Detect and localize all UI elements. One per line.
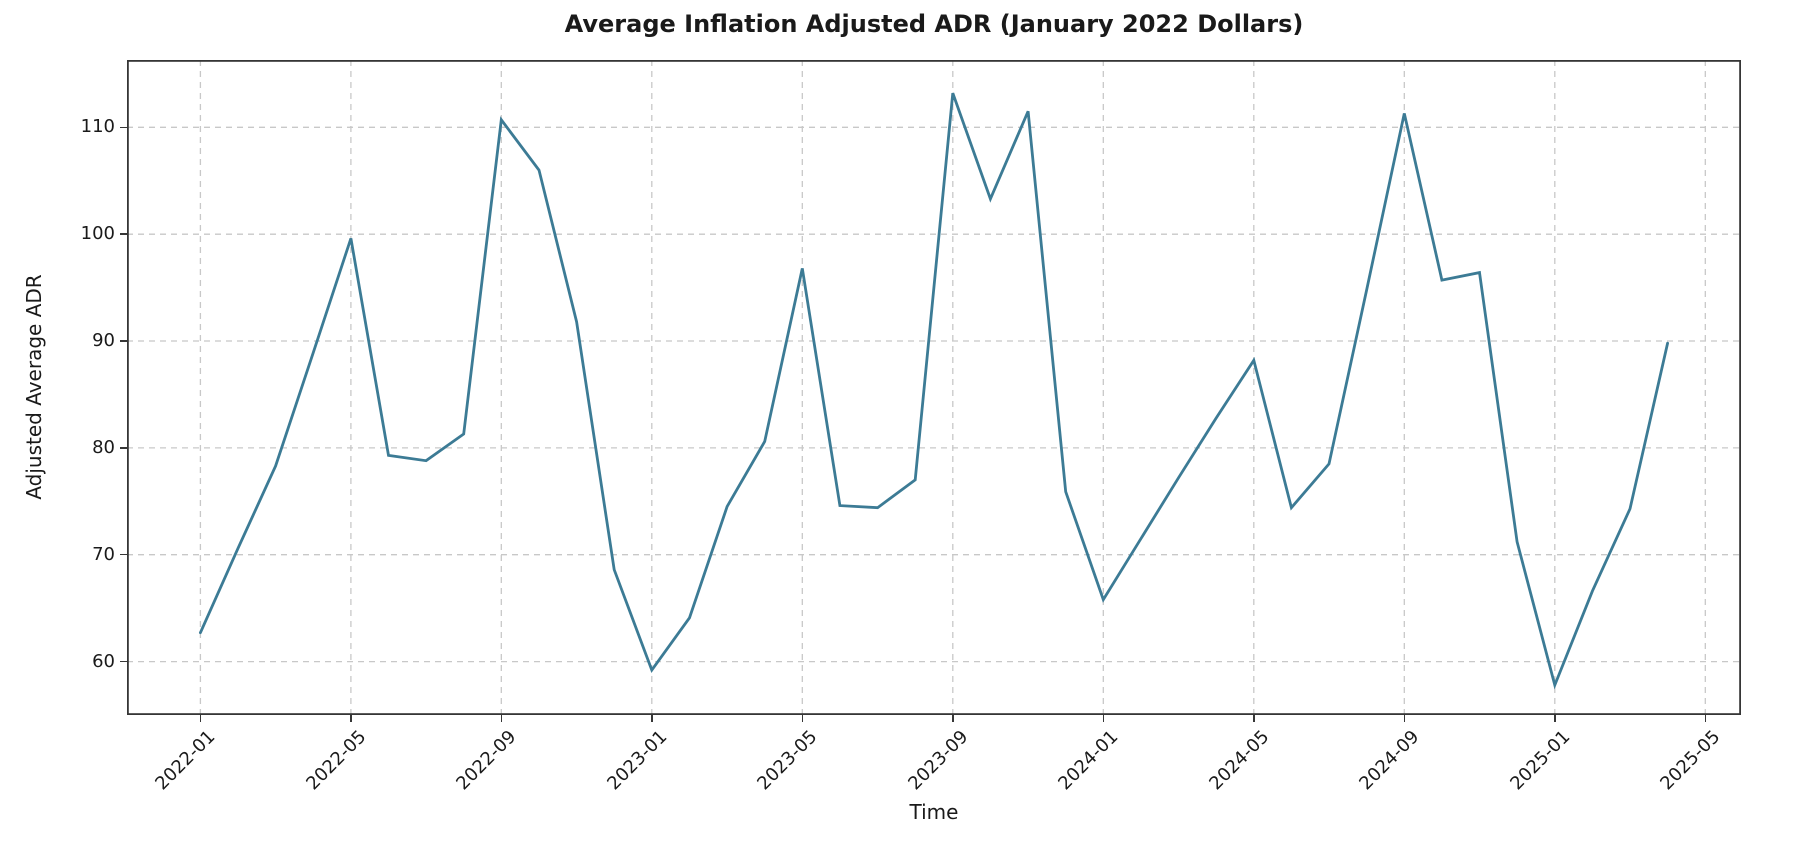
chart-title: Average Inflation Adjusted ADR (January … <box>564 10 1304 38</box>
x-tick-mark <box>500 715 503 722</box>
y-tick-label: 80 <box>92 436 115 458</box>
x-tick-mark <box>1403 715 1406 722</box>
y-tick-label: 70 <box>92 543 115 565</box>
y-tick-label: 60 <box>92 650 115 672</box>
x-tick-mark <box>350 715 352 722</box>
y-axis-label: Adjusted Average ADR <box>22 274 46 500</box>
x-tick-label: 2023-09 <box>903 726 972 795</box>
y-tick-mark <box>120 233 127 235</box>
y-tick-mark <box>120 553 127 556</box>
x-tick-mark <box>1554 715 1556 722</box>
adr-line-series <box>199 92 1669 690</box>
x-tick-mark <box>801 715 804 722</box>
y-tick-mark <box>120 126 127 129</box>
x-tick-label: 2022-05 <box>301 726 371 795</box>
x-tick-label: 2022-01 <box>151 726 220 795</box>
x-tick-label: 2024-09 <box>1355 726 1424 795</box>
x-tick-mark <box>1253 715 1255 722</box>
x-tick-mark <box>199 715 202 722</box>
x-tick-mark <box>651 715 653 722</box>
x-tick-label: 2022-09 <box>452 726 521 795</box>
plot-canvas <box>127 60 1741 715</box>
plot-area <box>127 60 1741 715</box>
y-tick-label: 100 <box>80 223 115 245</box>
x-tick-label: 2024-05 <box>1204 726 1273 795</box>
y-tick-label: 90 <box>92 330 115 352</box>
x-axis-label: Time <box>909 800 959 824</box>
x-tick-label: 2025-01 <box>1505 726 1574 795</box>
x-tick-label: 2024-01 <box>1054 726 1123 795</box>
x-tick-label: 2025-05 <box>1656 726 1725 795</box>
y-tick-mark <box>120 340 127 342</box>
y-tick-mark <box>120 447 127 449</box>
x-tick-mark <box>1704 715 1706 722</box>
y-tick-label: 110 <box>80 116 115 138</box>
x-tick-label: 2023-01 <box>602 726 671 795</box>
x-tick-label: 2023-05 <box>753 726 822 795</box>
y-tick-mark <box>120 660 127 663</box>
plot-border <box>127 60 1741 715</box>
x-tick-mark <box>1102 715 1105 722</box>
x-tick-mark <box>952 715 954 722</box>
